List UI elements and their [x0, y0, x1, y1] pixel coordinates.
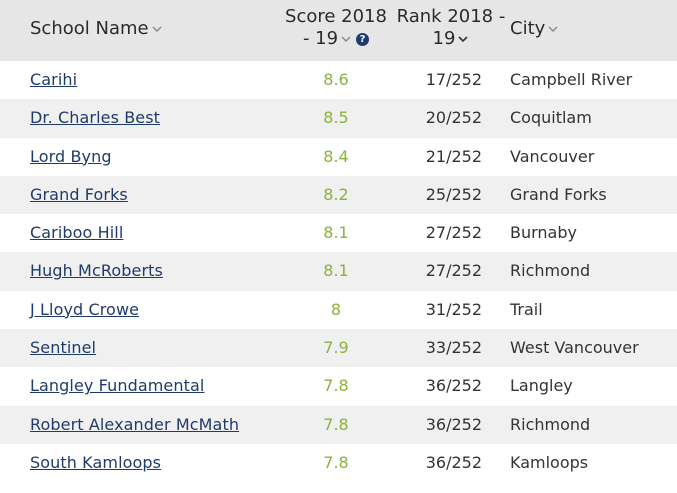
- school-link[interactable]: J Lloyd Crowe: [30, 299, 140, 319]
- score-value: 8.1: [323, 261, 349, 281]
- table-row: Grand Forks 8.2 25/252 Grand Forks: [0, 175, 677, 215]
- school-link[interactable]: Langley Fundamental: [30, 376, 205, 396]
- chevron-down-icon: [457, 34, 469, 44]
- score-value: 7.9: [323, 338, 349, 358]
- rank-value: 21/252: [425, 146, 482, 166]
- table-row: J Lloyd Crowe 8 31/252 Trail: [0, 291, 677, 329]
- rank-header-line1: Rank 2018 -: [396, 6, 506, 27]
- rank-value: 27/252: [425, 223, 482, 243]
- city-value: Langley: [510, 376, 573, 396]
- table-row: Lord Byng 8.4 21/252 Vancouver: [0, 138, 677, 176]
- help-icon[interactable]: ?: [356, 32, 370, 46]
- school-link[interactable]: Lord Byng: [30, 146, 112, 166]
- city-value: Burnaby: [510, 223, 577, 243]
- table-header: School Name Score 2018 - 19? Rank 2018 -…: [0, 0, 677, 61]
- score-value: 8.5: [323, 108, 349, 128]
- school-link[interactable]: Sentinel: [30, 338, 97, 358]
- table-row: Langley Fundamental 7.8 36/252 Langley: [0, 367, 677, 405]
- table-row: Sentinel 7.9 33/252 West Vancouver: [0, 329, 677, 368]
- score-value: 7.8: [323, 376, 349, 396]
- chevron-down-icon: [340, 34, 352, 44]
- sort-rank-header[interactable]: Rank 2018 - 19: [392, 6, 510, 50]
- city-value: Grand Forks: [510, 184, 607, 204]
- score-value: 8.4: [323, 146, 349, 166]
- school-link[interactable]: Robert Alexander McMath: [30, 414, 240, 434]
- city-value: Richmond: [510, 414, 591, 434]
- score-value: 8: [330, 299, 342, 319]
- table-row: South Kamloops 7.8 36/252 Kamloops: [0, 444, 677, 482]
- rank-value: 36/252: [425, 376, 482, 396]
- table-row: Hugh McRoberts 8.1 27/252 Richmond: [0, 252, 677, 291]
- school-link[interactable]: Hugh McRoberts: [30, 261, 163, 281]
- rank-value: 25/252: [425, 184, 482, 204]
- score-value: 7.8: [323, 414, 349, 434]
- chevron-down-icon: [151, 24, 163, 34]
- score-value: 8.6: [323, 70, 349, 89]
- score-header-line2: - 19: [302, 28, 339, 49]
- table-row: Robert Alexander McMath 7.8 36/252 Richm…: [0, 405, 677, 444]
- school-name-header-label: School Name: [30, 18, 149, 39]
- city-value: Kamloops: [510, 452, 589, 472]
- sort-city-header[interactable]: City: [510, 18, 559, 40]
- school-link[interactable]: South Kamloops: [30, 452, 162, 472]
- city-value: Trail: [510, 299, 543, 319]
- rank-value: 36/252: [425, 414, 482, 434]
- sort-score-header[interactable]: Score 2018 - 19?: [280, 6, 392, 50]
- rank-value: 27/252: [425, 261, 482, 281]
- city-value: West Vancouver: [510, 338, 639, 358]
- city-value: Coquitlam: [510, 108, 592, 128]
- school-link[interactable]: Dr. Charles Best: [30, 108, 161, 128]
- table-body: Carihi 8.6 17/252 Campbell River Dr. Cha…: [0, 61, 677, 482]
- school-link[interactable]: Cariboo Hill: [30, 223, 124, 243]
- school-link[interactable]: Carihi: [30, 70, 78, 89]
- rank-value: 20/252: [425, 108, 482, 128]
- rank-value: 33/252: [425, 338, 482, 358]
- city-value: Richmond: [510, 261, 591, 281]
- table-row: Cariboo Hill 8.1 27/252 Burnaby: [0, 214, 677, 252]
- score-value: 8.2: [323, 184, 349, 204]
- city-header-label: City: [510, 18, 546, 39]
- city-value: Vancouver: [510, 146, 595, 166]
- chevron-down-icon: [547, 24, 559, 34]
- school-link[interactable]: Grand Forks: [30, 184, 128, 204]
- score-header-line1: Score 2018: [285, 6, 387, 27]
- sort-school-name-header[interactable]: School Name: [30, 18, 163, 40]
- rank-value: 17/252: [425, 70, 482, 89]
- score-value: 8.1: [323, 223, 349, 243]
- rank-header-line2: 19: [432, 28, 456, 49]
- score-value: 7.8: [323, 452, 349, 472]
- rank-value: 36/252: [425, 452, 482, 472]
- city-value: Campbell River: [510, 70, 633, 89]
- table-row: Carihi 8.6 17/252 Campbell River: [0, 61, 677, 99]
- rank-value: 31/252: [425, 299, 482, 319]
- table-row: Dr. Charles Best 8.5 20/252 Coquitlam: [0, 99, 677, 138]
